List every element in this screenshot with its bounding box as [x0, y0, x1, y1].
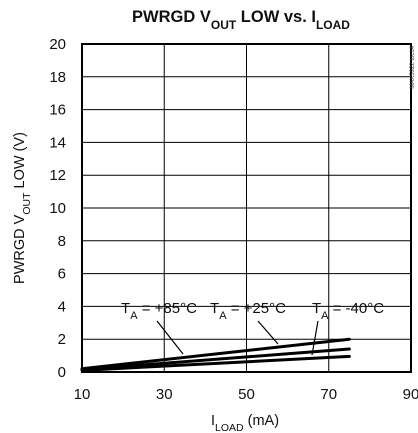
x-tick-label: 30 — [156, 386, 173, 403]
x-tick-labels: 10 30 50 70 90 — [74, 386, 418, 403]
grid — [81, 43, 412, 373]
y-tick-label: 16 — [49, 102, 66, 119]
y-tick-label: 20 — [49, 36, 66, 53]
y-tick-labels: 0 2 4 6 8 10 12 14 16 18 20 — [49, 36, 66, 381]
y-tick-label: 12 — [49, 167, 66, 184]
series-leader — [156, 320, 184, 355]
y-tick-label: 2 — [58, 331, 66, 348]
y-tick-label: 14 — [49, 134, 66, 151]
y-tick-label: 18 — [49, 69, 66, 86]
series-label: TA = +85°C — [121, 300, 197, 322]
series-line — [80, 354, 351, 372]
y-tick-label: 4 — [58, 298, 66, 315]
y-tick-label: 8 — [58, 233, 66, 250]
watermark: MAX5922 toc14 — [410, 45, 416, 88]
series-line — [80, 337, 351, 371]
y-tick-label: 10 — [49, 200, 66, 217]
series-label: TA = -40°C — [312, 300, 384, 322]
y-tick-label: 6 — [58, 266, 66, 283]
series-leader — [257, 320, 279, 345]
x-tick-label: 50 — [238, 386, 255, 403]
series-annotations: TA = +85°C TA = +25°C TA = -40°C — [121, 300, 384, 356]
x-axis-label: ILOAD (mA) — [211, 413, 279, 433]
x-tick-label: 90 — [403, 386, 418, 403]
series-leader — [311, 320, 319, 356]
series-label: TA = +25°C — [210, 300, 286, 322]
chart-title: PWRGD VOUT LOW vs. ILOAD — [132, 8, 350, 32]
plot-frame — [81, 43, 412, 373]
x-tick-label: 10 — [74, 386, 91, 403]
y-axis-label: PWRGD VOUT LOW (V) — [12, 132, 33, 284]
y-tick-label: 0 — [58, 364, 66, 381]
series-line — [80, 347, 351, 372]
series-group — [80, 337, 351, 372]
x-tick-label: 70 — [320, 386, 337, 403]
